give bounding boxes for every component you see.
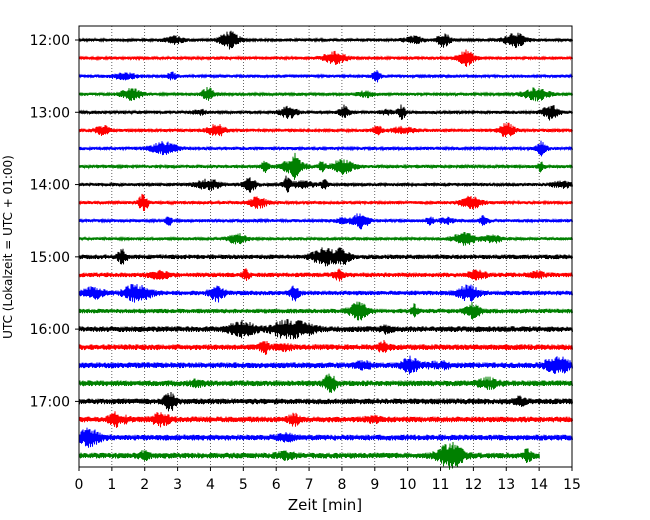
x-tick-label: 6 <box>272 477 281 493</box>
x-tick-label: 13 <box>497 477 515 493</box>
y-tick-label: 14:00 <box>30 178 70 194</box>
x-tick-label: 8 <box>337 477 346 493</box>
y-axis-label: UTC (Lokalzeit = UTC + 01:00) <box>1 155 15 339</box>
x-tick-label: 9 <box>370 477 379 493</box>
seismic-traces <box>78 30 573 470</box>
trace-1600 <box>78 318 573 340</box>
x-tick-label: 2 <box>140 477 149 493</box>
plot-frame <box>78 25 573 468</box>
y-tick-label: 12:00 <box>30 33 70 49</box>
trace-1315 <box>78 122 573 138</box>
x-tick-label: 7 <box>305 477 314 493</box>
x-tick-label: 4 <box>206 477 215 493</box>
x-tick-label: 11 <box>432 477 450 493</box>
trace-1200 <box>78 30 573 50</box>
x-tick-label: 5 <box>239 477 248 493</box>
y-tick-label: 15:00 <box>30 250 70 266</box>
trace-1715 <box>78 411 573 428</box>
trace-1730 <box>78 427 573 448</box>
y-tick-label: 17:00 <box>30 394 70 410</box>
trace-1700 <box>78 391 573 412</box>
trace-1445 <box>78 231 573 246</box>
trace-1745 <box>78 441 540 470</box>
x-tick-label: 15 <box>563 477 581 493</box>
trace-1245 <box>78 86 573 102</box>
y-tick-label: 16:00 <box>30 322 70 338</box>
trace-1515 <box>78 268 573 282</box>
trace-1545 <box>78 301 573 321</box>
trace-1530 <box>78 284 573 303</box>
x-axis-ticks: 0 1 2 3 4 5 6 7 8 9 10 11 12 13 14 15 <box>75 467 581 493</box>
y-axis-ticks: 12:00 13:00 14:00 15:00 16:00 17:00 <box>30 33 79 410</box>
x-tick-label: 0 <box>75 477 84 493</box>
x-axis-label: Zeit [min] <box>288 496 362 514</box>
x-tick-label: 1 <box>107 477 116 493</box>
y-tick-label: 13:00 <box>30 105 70 121</box>
x-tick-label: 10 <box>399 477 417 493</box>
trace-1415 <box>78 193 573 212</box>
trace-1645 <box>78 373 573 393</box>
trace-1230 <box>78 70 573 83</box>
trace-1500 <box>78 247 573 267</box>
trace-1430 <box>78 213 573 230</box>
trace-1615 <box>78 339 573 355</box>
trace-1400 <box>78 175 573 193</box>
trace-1630 <box>78 355 573 375</box>
x-tick-label: 12 <box>464 477 482 493</box>
x-tick-label: 3 <box>173 477 182 493</box>
trace-1300 <box>78 104 573 121</box>
trace-1345 <box>78 152 573 180</box>
trace-1215 <box>78 49 573 67</box>
x-tick-label: 14 <box>530 477 548 493</box>
trace-1330 <box>78 140 573 157</box>
